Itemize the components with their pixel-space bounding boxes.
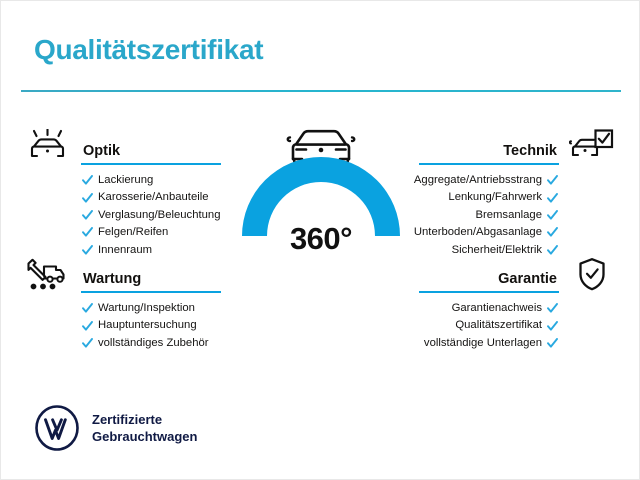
section-optik-header: Optik (23, 128, 223, 165)
section-garantie-title: Garantie (498, 271, 557, 287)
list-item: Lackierung (23, 172, 223, 189)
section-technik: Technik Aggregate/Antriebsstrang Lenkung… (413, 129, 617, 259)
section-wartung-list: Wartung/Inspektion Hauptuntersuchung vol… (23, 300, 223, 352)
list-item-label: Wartung/Inspektion (98, 302, 195, 314)
list-item-label: Lackierung (98, 174, 154, 186)
list-item: Lenkung/Fahrwerk (417, 189, 617, 206)
list-item: vollständiges Zubehör (23, 335, 223, 352)
section-wartung: Wartung Wartung/Inspektion Hauptuntersuc… (23, 257, 223, 352)
check-icon (82, 227, 93, 238)
section-technik-title: Technik (503, 143, 557, 159)
check-icon (547, 303, 558, 314)
section-optik-list: Lackierung Karosserie/Anbauteile Verglas… (23, 172, 223, 259)
list-item-label: Garantienachweis (451, 302, 542, 314)
list-item-label: Unterboden/Abgasanlage (413, 226, 542, 239)
footer-brand-text: Zertifizierte Gebrauchtwagen (92, 411, 197, 445)
badge-ring: Gebrauchtwagen-Check (229, 157, 413, 320)
section-technik-header: Technik (417, 129, 617, 165)
check-icon (82, 338, 93, 349)
car-checkbox-icon (568, 129, 615, 165)
list-item-label: Aggregate/Antriebsstrang (413, 174, 542, 186)
check-icon (547, 320, 558, 332)
section-technik-list: Aggregate/Antriebsstrang Lenkung/Fahrwer… (413, 172, 617, 259)
badge-value: 360° (289, 221, 353, 256)
badge-360-gebrauchtwagen-check: Gebrauchtwagen-Check 360° (229, 119, 413, 315)
car-shine-icon (25, 128, 71, 165)
list-item: Wartung/Inspektion (23, 300, 223, 317)
section-wartung-header: Wartung (23, 257, 223, 293)
check-icon (82, 175, 93, 186)
section-garantie-list: Garantienachweis Qualitätszertifikat vol… (417, 300, 617, 352)
check-icon (82, 192, 93, 204)
volkswagen-logo (34, 405, 80, 451)
list-item: Innenraum (23, 242, 223, 259)
list-item-label: Sicherheit/Elektrik (451, 243, 542, 256)
section-optik-divider (81, 163, 221, 165)
list-item-label: Hauptuntersuchung (98, 319, 197, 332)
section-technik-divider (419, 163, 559, 165)
section-optik-title: Optik (83, 143, 121, 159)
check-icon (82, 320, 93, 332)
check-icon (82, 244, 93, 256)
list-item: Hauptuntersuchung (23, 317, 223, 334)
wrench-van-icon (25, 257, 71, 293)
list-item-label: Lenkung/Fahrwerk (448, 191, 542, 204)
list-item: Aggregate/Antriebsstrang (413, 172, 617, 189)
check-icon (547, 192, 558, 204)
list-item-label: vollständige Unterlagen (423, 336, 542, 349)
check-icon (547, 244, 558, 256)
footer-brand-lockup: Zertifizierte Gebrauchtwagen (34, 405, 197, 451)
section-wartung-title: Wartung (83, 271, 142, 287)
check-icon (547, 338, 558, 349)
list-item: Sicherheit/Elektrik (417, 242, 617, 259)
list-item: Unterboden/Abgasanlage (413, 224, 617, 241)
header-divider (21, 90, 621, 92)
check-icon (82, 303, 93, 314)
list-item-label: Felgen/Reifen (98, 226, 169, 239)
section-wartung-divider (81, 291, 221, 293)
list-item-label: Qualitätszertifikat (455, 319, 542, 332)
footer-line-1: Zertifizierte (92, 412, 163, 427)
shield-check-icon (569, 257, 615, 293)
section-garantie: Garantie Garantienachweis Qualitätszerti… (417, 257, 617, 352)
section-garantie-divider (419, 291, 559, 293)
list-item: Felgen/Reifen (23, 224, 223, 241)
list-item: Garantienachweis (417, 300, 617, 317)
list-item-label: Bremsanlage (475, 208, 542, 221)
header: Qualitätszertifikat (1, 1, 639, 97)
section-garantie-header: Garantie (417, 257, 617, 293)
list-item-label: Verglasung/Beleuchtung (98, 208, 221, 221)
section-optik: Optik Lackierung Karosserie/Anbauteile V… (23, 128, 223, 259)
check-icon (547, 210, 558, 221)
check-icon (547, 175, 558, 186)
list-item: Bremsanlage (417, 207, 617, 224)
list-item: vollständige Unterlagen (417, 335, 617, 352)
list-item-label: vollständiges Zubehör (98, 336, 209, 349)
list-item-label: Karosserie/Anbauteile (98, 191, 209, 204)
page-title: Qualitätszertifikat (34, 34, 264, 65)
footer-line-2: Gebrauchtwagen (92, 429, 198, 444)
check-icon (82, 210, 93, 221)
list-item: Karosserie/Anbauteile (23, 189, 223, 206)
list-item: Verglasung/Beleuchtung (23, 207, 223, 224)
list-item: Qualitätszertifikat (417, 317, 617, 334)
check-icon (547, 227, 558, 238)
list-item-label: Innenraum (98, 243, 153, 256)
